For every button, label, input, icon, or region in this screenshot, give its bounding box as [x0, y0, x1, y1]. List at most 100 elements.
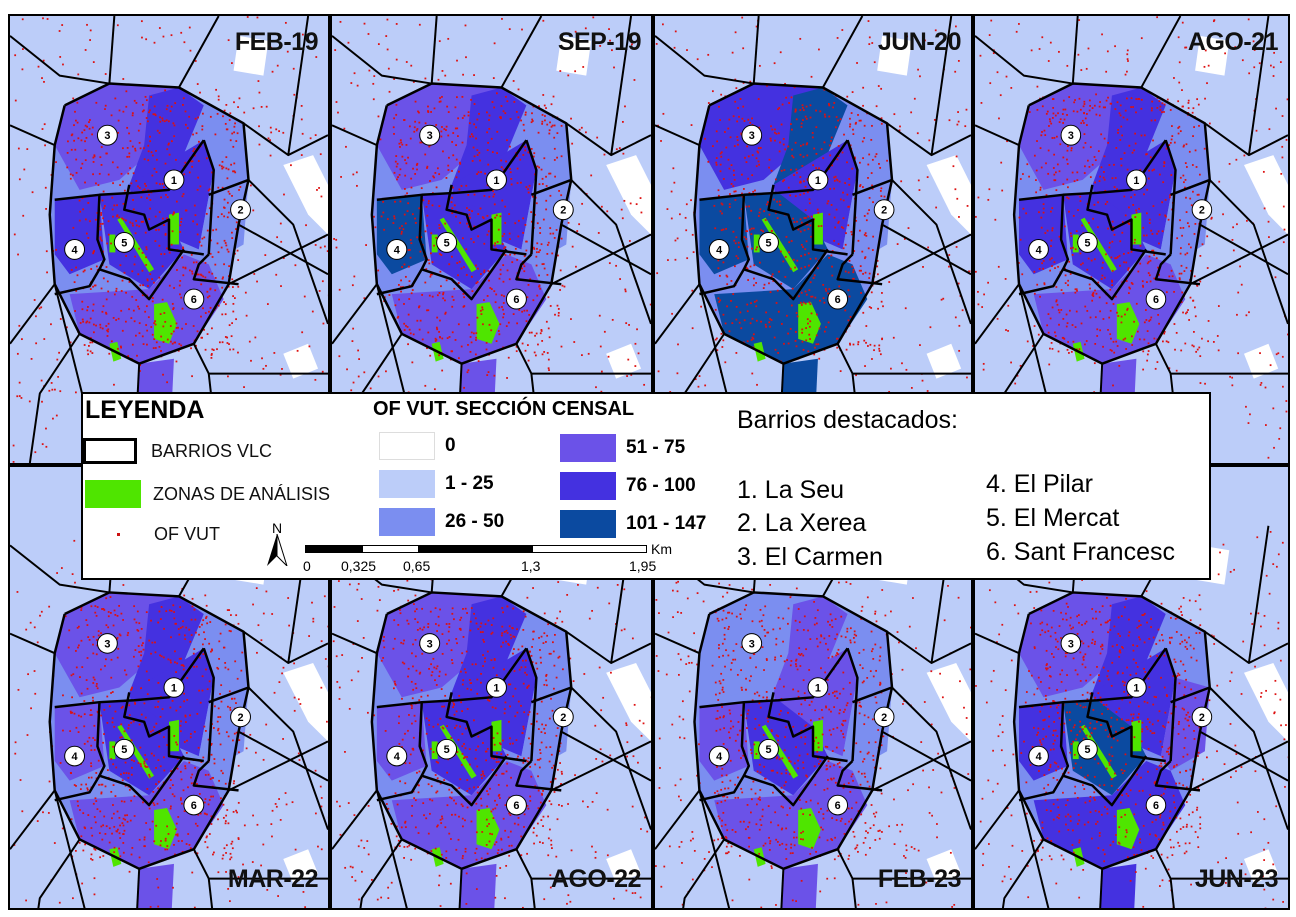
- section-boundary: [1189, 740, 1288, 792]
- analysis-zone: [154, 808, 177, 850]
- barrio-boundary: [54, 775, 101, 802]
- district-number: 3: [1068, 638, 1074, 650]
- section-boundary: [565, 630, 651, 664]
- zero-section: [1243, 663, 1288, 742]
- district-marker: [758, 232, 779, 253]
- district-marker: [827, 794, 849, 816]
- section-boundary: [1140, 16, 1182, 89]
- section-boundary: [500, 16, 543, 89]
- barrio-boundary: [208, 686, 249, 704]
- barrio-boundary: [123, 692, 204, 763]
- district-marker: [552, 706, 574, 728]
- barrio-boundary: [740, 194, 829, 301]
- zero-section: [556, 35, 592, 76]
- section-boundary: [550, 233, 651, 286]
- analysis-zone: [761, 217, 799, 273]
- zero-section: [606, 343, 642, 379]
- district-number: 6: [1153, 800, 1159, 812]
- corridor-fill: [1100, 863, 1137, 908]
- analysis-zone: [476, 302, 500, 344]
- section-boundary: [228, 233, 328, 286]
- section-boundary: [359, 838, 403, 908]
- choropleth-map: 1 2 3 4 5 6: [332, 16, 651, 463]
- class-item: 26 - 50: [379, 508, 504, 536]
- barrios-title: Barrios destacados:: [737, 406, 958, 434]
- section-boundary: [10, 283, 56, 345]
- barrio-boundary: [1086, 692, 1166, 763]
- district-number: 2: [1199, 205, 1205, 217]
- barrio-boundary: [515, 253, 562, 286]
- zero-section: [1243, 343, 1279, 379]
- section-boundary: [881, 223, 971, 276]
- zero-section: [606, 849, 642, 884]
- section-boundary: [560, 223, 651, 276]
- district-3-core: [129, 596, 204, 698]
- section-boundary: [238, 730, 328, 782]
- section-boundary: [458, 868, 463, 908]
- section-boundary: [886, 630, 971, 664]
- district-number: 4: [716, 244, 722, 256]
- choropleth-map: 1 2 3 4 5 6: [975, 525, 1288, 908]
- district-number: 4: [72, 244, 78, 256]
- section-boundary: [655, 632, 700, 655]
- barrio-boundary: [1059, 194, 1148, 301]
- analysis-zone: [813, 212, 823, 245]
- class-swatch: [560, 472, 616, 500]
- class-item: 1 - 25: [379, 470, 494, 498]
- panel-date-label: FEB-23: [877, 865, 962, 893]
- district-marker: [552, 199, 574, 221]
- district-number: 4: [716, 751, 722, 763]
- scale-tick: 0: [303, 558, 311, 574]
- analysis-zone: [813, 719, 823, 752]
- section-boundary: [1209, 686, 1288, 830]
- analysis-zone: [491, 719, 502, 752]
- class-swatch: [379, 432, 435, 460]
- section-boundary: [698, 790, 731, 908]
- zero-section: [926, 343, 962, 379]
- district-6-fill: [69, 761, 224, 869]
- district-marker: [807, 677, 829, 698]
- section-boundary: [550, 740, 651, 792]
- district-marker: [386, 745, 408, 767]
- district-marker: [64, 745, 86, 767]
- barrio-boundary: [54, 268, 101, 296]
- analysis-zone: [1080, 724, 1117, 779]
- section-boundary: [242, 630, 328, 664]
- barrio-boundary: [530, 178, 572, 196]
- classes-title: OF VUT. SECCIÓN CENSAL: [373, 398, 635, 420]
- panel-date-label: JUN-20: [877, 28, 962, 56]
- section-boundary: [375, 790, 408, 908]
- analysis-zone: [761, 724, 799, 779]
- district-6-fill: [391, 254, 547, 364]
- old-town-boundary: [693, 82, 894, 365]
- district-marker: [1077, 232, 1098, 253]
- district-marker: [758, 738, 779, 760]
- panel-date-label: AGO-21: [1187, 28, 1279, 56]
- section-boundary: [655, 283, 701, 345]
- district-number: 2: [238, 205, 244, 217]
- analysis-zone: [1116, 808, 1140, 850]
- barrio-boundary: [418, 194, 508, 301]
- legend-item-barrios: BARRIOS VLC: [83, 438, 272, 464]
- district-marker: [419, 124, 441, 146]
- choropleth-map: 1 2 3 4 5 6: [332, 525, 651, 908]
- district-number: 5: [444, 237, 450, 249]
- barrio-boundary: [852, 686, 893, 704]
- section-boundary: [287, 16, 310, 156]
- district-6-fill: [391, 761, 547, 869]
- zero-section: [283, 343, 319, 379]
- barrio-boundary: [525, 647, 538, 762]
- zero-section: [926, 849, 962, 884]
- section-boundary: [108, 16, 116, 84]
- district-3-core: [451, 87, 527, 190]
- section-boundary: [851, 878, 857, 908]
- analysis-zone: [117, 217, 155, 273]
- district-3-core: [129, 87, 204, 190]
- district-3-core: [773, 596, 848, 698]
- district-number: 3: [749, 638, 755, 650]
- analysis-zone: [169, 212, 179, 245]
- district-number: 6: [191, 294, 197, 306]
- section-boundary: [242, 122, 328, 157]
- barrio-boundary: [699, 268, 745, 296]
- district-number: 1: [815, 682, 821, 694]
